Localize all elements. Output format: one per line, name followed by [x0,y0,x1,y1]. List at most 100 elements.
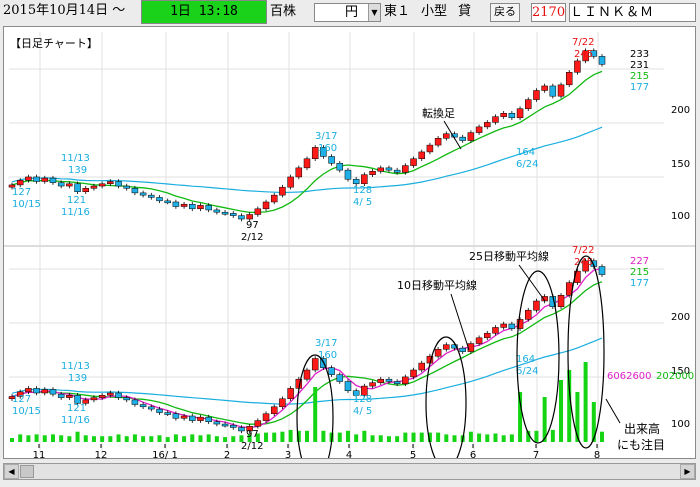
volume-bar [559,380,564,442]
candle-up [311,147,319,159]
upper-ann-722-date: 7/22 [572,37,594,48]
volume-bar [575,392,580,442]
candle-down [451,344,458,349]
back-button[interactable]: 戻る [490,3,520,22]
volume-bar [165,437,170,442]
x-tick-label: 16/ 1 [152,450,178,461]
candle-up [41,389,49,394]
candle-down [320,147,327,157]
candle-down [508,323,516,329]
x-tick-label: 2 [224,450,230,461]
candle-up [197,416,204,421]
volume-bar [518,392,523,442]
callout-volume-arrow [605,398,621,424]
candle-down [139,404,147,408]
candle-up [475,337,483,344]
candle-up [8,396,16,400]
volume-bar [239,435,244,442]
currency-select[interactable]: 円 ▼ [314,3,381,22]
candle-up [82,399,89,404]
volume-bar [452,435,457,442]
candle-down [172,201,180,207]
period-display[interactable]: 1日 13:18 [141,0,267,24]
volume-bar [10,438,14,442]
candle-up [557,84,565,97]
volume-bar [100,436,105,442]
lot-label: 小型 [421,4,448,19]
candle-down [451,133,458,138]
candle-down [459,347,466,352]
candle-up [254,420,262,427]
candle-down [57,182,65,187]
volume-bar [206,434,211,442]
volume-bar [280,431,285,442]
candle-up [484,332,491,339]
candle-up [270,406,278,414]
candle-up [369,171,376,175]
volume-bar [501,435,506,442]
candle-up [246,214,253,220]
unit-label: 百株 [270,4,297,19]
candle-down [115,392,122,398]
volume-bar [600,431,604,442]
volume-bar [395,436,400,442]
upper-left-price: 127 [12,187,31,198]
ma10-line [11,267,603,429]
candle-up [377,378,384,383]
horizontal-scrollbar[interactable]: ◀ ▶ [3,463,696,480]
volume-bar [436,432,441,442]
candle-up [565,72,573,86]
candle-down [164,200,171,204]
candle-down [148,194,155,198]
chevron-down-icon[interactable]: ▼ [368,4,380,21]
lower-ann-1113-price: 139 [68,373,87,384]
scrollbar-thumb[interactable] [20,465,34,478]
volume-bar [214,436,219,442]
stock-code[interactable]: 2170 [531,3,566,22]
volume-bar [526,430,531,442]
candle-down [459,136,466,141]
candle-up [402,165,409,173]
volume-right-value: 202000 [656,371,694,382]
volume-bar [59,435,64,442]
upper-right-value-3: 215 [630,71,649,82]
candle-up [475,126,483,133]
candle-up [180,415,188,419]
highlight-ellipse-3 [516,270,560,444]
upper-ann-1113-date: 11/13 [61,153,90,164]
callout-ma10-arrow [450,293,470,351]
x-tick-label: 11 [33,450,46,461]
candle-down [213,421,221,425]
callout-tenkan: 転換足 [422,107,455,120]
volume-bar [534,430,539,442]
candle-down [385,378,393,382]
volume-bar [42,435,47,442]
volume-bar [378,435,383,442]
candle-up [418,151,425,160]
volume-bar [550,429,555,442]
volume-bar [583,362,588,442]
candle-down [49,389,57,395]
scroll-left-icon[interactable]: ◀ [4,464,19,479]
candle-up [525,99,532,109]
volume-bar [493,433,498,442]
volume-bar [591,402,596,442]
upper-ann-45-price: 128 [353,185,372,196]
candle-up [402,376,409,385]
candle-up [90,185,98,189]
scroll-right-icon[interactable]: ▶ [680,464,695,479]
candle-down [230,424,237,428]
candle-up [295,167,303,178]
x-axis: 11 12 16/ 1 2 3 4 5 6 7 8 [3,444,696,462]
candle-up [8,184,16,188]
volume-bar [116,434,121,442]
candle-up [197,205,204,210]
volume-left-value: 6062600 [607,371,652,382]
volume-bar [485,434,490,442]
candle-down [238,215,245,220]
candle-down [139,192,147,196]
x-tick-label: 8 [594,450,600,461]
volume-bar [91,436,96,442]
candle-up [377,167,384,172]
candle-up [516,108,524,119]
